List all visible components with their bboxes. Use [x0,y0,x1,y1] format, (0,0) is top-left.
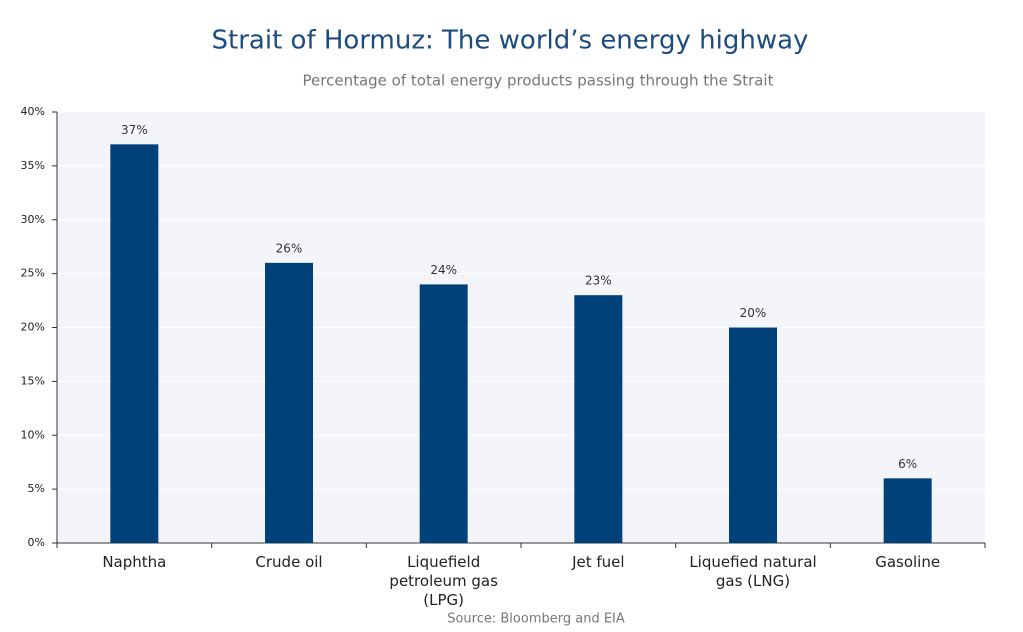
x-tick-label: Liquefield petroleum gas (LPG) [389,553,498,609]
source-note: Source: Bloomberg and EIA [447,612,625,627]
y-tick-label: 25% [21,267,45,280]
data-label: 23% [585,274,612,288]
chart-subtitle: Percentage of total energy products pass… [303,72,774,90]
y-tick-label: 5% [28,482,45,495]
y-tick-label: 15% [21,374,45,387]
y-tick-label: 35% [21,159,45,172]
x-tick-label: Gasoline [875,553,941,571]
bar [419,284,468,543]
data-label: 24% [430,263,457,277]
x-tick-label: Naphtha [102,553,167,571]
y-tick-label: 10% [21,428,45,441]
x-tick-label: Liquefied natural gas (LNG) [689,553,817,590]
bar [110,144,159,543]
bar [729,327,777,543]
x-tick-label: Crude oil [255,553,323,571]
chart-title: Strait of Hormuz: The world’s energy hig… [212,26,809,56]
data-label: 26% [276,241,303,255]
data-label: 20% [740,306,767,320]
x-tick-label: Jet fuel [572,553,625,571]
y-tick-label: 20% [21,321,45,334]
bar [574,295,623,543]
y-tick-label: 0% [28,536,45,549]
bar [265,262,313,543]
y-tick-label: 30% [21,213,45,226]
bar [883,478,932,543]
y-tick-label: 40% [21,105,45,118]
data-label: 6% [898,457,917,471]
data-label: 37% [121,123,148,137]
